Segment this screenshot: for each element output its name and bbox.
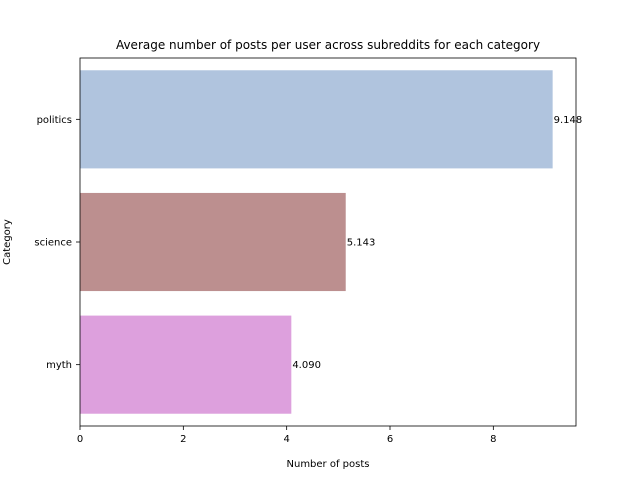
x-tick-label-2: 2: [180, 434, 186, 445]
x-tick-label-8: 8: [490, 434, 496, 445]
chart-title: Average number of posts per user across …: [116, 38, 540, 52]
x-axis-label: Number of posts: [287, 459, 370, 470]
x-tick-label-0: 0: [77, 434, 83, 445]
data-label-myth: 4.090: [292, 360, 321, 371]
data-label-science: 5.143: [347, 238, 376, 249]
plot-area: 9.148 politics 5.143 science 4.090 myth 0 2 4 6 8: [34, 70, 582, 445]
x-tick-label-4: 4: [283, 434, 289, 445]
x-tick-label-6: 6: [387, 434, 393, 445]
y-tick-label-myth: myth: [46, 360, 72, 371]
y-tick-label-politics: politics: [37, 115, 72, 126]
bar-myth: [80, 315, 292, 414]
axes-frame: [79, 57, 577, 427]
bar-science: [80, 192, 346, 292]
bar-politics: [80, 70, 553, 169]
y-axis-label: Category: [2, 219, 13, 265]
data-label-politics: 9.148: [554, 115, 583, 126]
y-tick-label-science: science: [34, 238, 72, 249]
